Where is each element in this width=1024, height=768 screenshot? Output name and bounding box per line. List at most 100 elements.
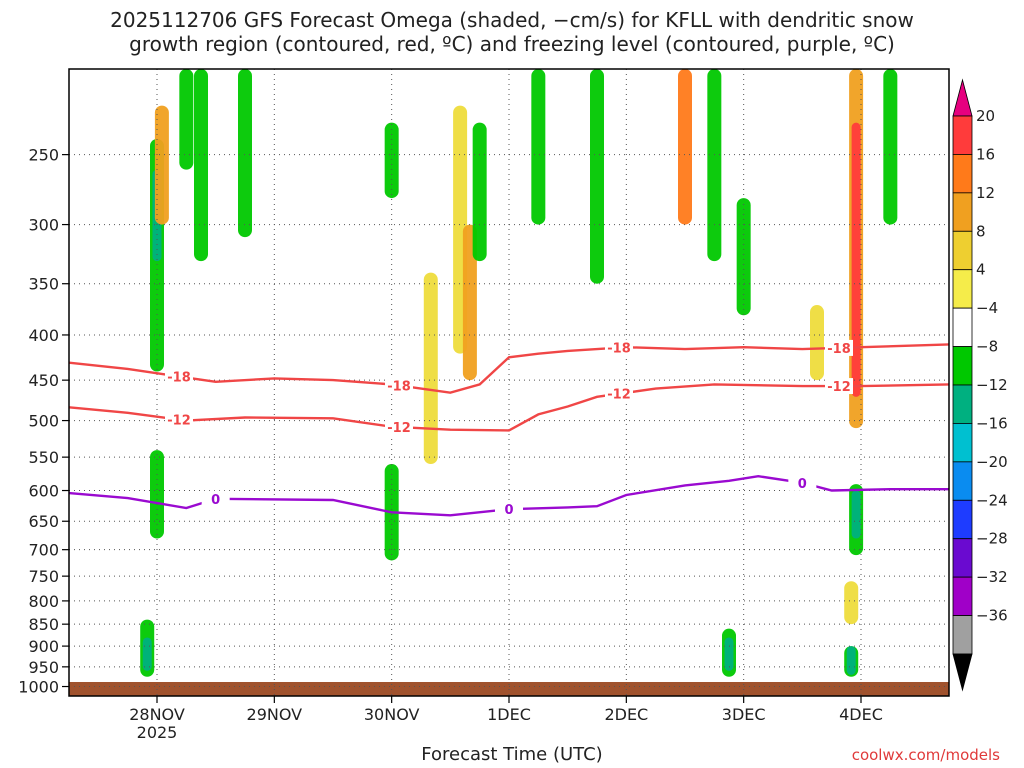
- x-tick-label-6: 4DEC: [839, 705, 883, 724]
- contour-label-bg: [605, 339, 633, 356]
- omega-shade-5: [154, 105, 169, 225]
- contour-label-bg: [495, 501, 523, 518]
- y-tick-label-900: 900: [28, 637, 59, 656]
- y-tick-label-450: 450: [28, 371, 59, 390]
- credit-link[interactable]: coolwx.com/models: [851, 746, 1000, 764]
- colorbar-top-arrow: [952, 78, 973, 117]
- colorbar-label-11: −28: [976, 530, 1008, 548]
- contour-label--12: -12: [387, 421, 411, 436]
- colorbar-label-4: 4: [976, 261, 986, 279]
- colorbar-box-10: [952, 499, 973, 540]
- colorbar-label-13: −36: [976, 607, 1008, 625]
- colorbar-box-6: [952, 346, 973, 386]
- contour-label--18: -18: [167, 370, 191, 385]
- x-tick-label-2: 30NOV: [364, 705, 420, 724]
- contour-label--18: -18: [607, 342, 631, 357]
- contour-label--18: -18: [387, 379, 411, 394]
- x-tick-sublabel-0: 2025: [137, 723, 178, 742]
- contour-label-bg: [825, 339, 853, 356]
- contour-label-bg: [385, 419, 413, 436]
- y-tick-label-600: 600: [28, 482, 59, 501]
- y-tick-label-950: 950: [28, 658, 59, 677]
- y-tick-label-650: 650: [28, 512, 59, 531]
- omega-shade-4: [142, 637, 152, 671]
- omega-shade-21: [736, 198, 751, 316]
- chart-title-line1: 2025112706 GFS Forecast Omega (shaded, −…: [110, 8, 914, 32]
- omega-shade-15: [531, 69, 546, 225]
- y-tick-label-850: 850: [28, 615, 59, 634]
- contour-label-bg: [165, 411, 193, 428]
- colorbar-label-2: 12: [976, 184, 995, 202]
- colorbar-label-1: 16: [976, 145, 995, 163]
- colorbar-label-6: −8: [976, 338, 998, 356]
- colorbar-label-0: 20: [976, 107, 995, 125]
- omega-shade-13: [462, 224, 477, 381]
- x-tick-label-1: 29NOV: [247, 705, 303, 724]
- y-tick-label-750: 750: [28, 567, 59, 586]
- colorbar-box-5: [952, 307, 973, 347]
- omega-shade-20: [724, 637, 734, 671]
- colorbar-label-10: −24: [976, 491, 1008, 509]
- omega-shade-30: [883, 69, 898, 225]
- y-tick-label-550: 550: [28, 448, 59, 467]
- x-tick-label-0: 28NOV: [129, 705, 185, 724]
- colorbar-box-13: [952, 615, 973, 655]
- contour-layer: -18 -18 -18 -18 -12 -12 -12 -12 0 0 0: [69, 339, 949, 518]
- omega-shade-11: [423, 272, 438, 465]
- y-tick-label-300: 300: [28, 216, 59, 235]
- omega-shade-7: [194, 69, 208, 262]
- x-tick-label-5: 3DEC: [722, 705, 766, 724]
- colorbar-box-12: [952, 576, 973, 616]
- colorbar-label-5: −4: [976, 299, 998, 317]
- contour-label-bg: [385, 377, 413, 394]
- y-axis: 250 300 350 400 450 500 550 600 650 700 750 800 850 9…: [18, 146, 69, 697]
- omega-shade-22: [810, 305, 824, 381]
- colorbar-label-9: −20: [976, 453, 1008, 471]
- y-tick-label-400: 400: [28, 326, 59, 345]
- colorbar-box-9: [952, 461, 973, 501]
- contour-label-0: 0: [504, 503, 513, 518]
- colorbar-label-7: −12: [976, 376, 1008, 394]
- contour-label--12: -12: [167, 414, 191, 429]
- colorbar-label-12: −32: [976, 568, 1008, 586]
- y-tick-label-700: 700: [28, 541, 59, 560]
- omega-shade-29: [844, 581, 859, 625]
- y-tick-label-800: 800: [28, 592, 59, 611]
- colorbar-box-1: [952, 154, 973, 194]
- contour-label-0: 0: [211, 493, 220, 508]
- colorbar-box-0: [952, 115, 973, 155]
- contour-label--12: -12: [607, 388, 631, 403]
- colorbar-box-7: [952, 384, 973, 424]
- y-tick-label-350: 350: [28, 275, 59, 294]
- contour--12: [69, 383, 949, 432]
- contour-label-bg: [605, 385, 633, 402]
- y-tick-label-500: 500: [28, 412, 59, 431]
- grid-lines: [69, 69, 949, 696]
- x-tick-label-4: 2DEC: [604, 705, 648, 724]
- omega-shade-16: [590, 69, 604, 284]
- contour--18: [69, 343, 949, 394]
- chart-title: 2025112706 GFS Forecast Omega (shaded, −…: [0, 8, 1024, 56]
- x-axis-label: Forecast Time (UTC): [421, 744, 603, 765]
- colorbar: 20 16 12 8 4 −4 −8 −12 −16 −20 −24 −28 −32 −36: [952, 78, 1008, 692]
- contour-label-0: 0: [798, 477, 807, 492]
- colorbar-box-4: [952, 269, 973, 309]
- colorbar-label-3: 8: [976, 222, 986, 240]
- omega-shade-28: [851, 490, 861, 539]
- omega-shade-9: [384, 122, 399, 199]
- colorbar-box-11: [952, 538, 973, 578]
- colorbar-box-2: [952, 192, 973, 232]
- omega-shade-18: [707, 69, 722, 262]
- y-tick-label-1000: 1000: [18, 678, 59, 697]
- colorbar-box-8: [952, 423, 973, 463]
- omega-shade-14: [472, 122, 487, 262]
- contour-label-bg: [201, 490, 230, 507]
- shaded-omega-layer: [140, 69, 898, 677]
- contour-label--18: -18: [827, 342, 851, 357]
- y-tick-label-250: 250: [28, 146, 59, 165]
- omega-shade-17: [678, 69, 692, 225]
- contour-label-bg: [165, 368, 193, 385]
- chart-title-line2: growth region (contoured, red, ºC) and f…: [129, 32, 895, 56]
